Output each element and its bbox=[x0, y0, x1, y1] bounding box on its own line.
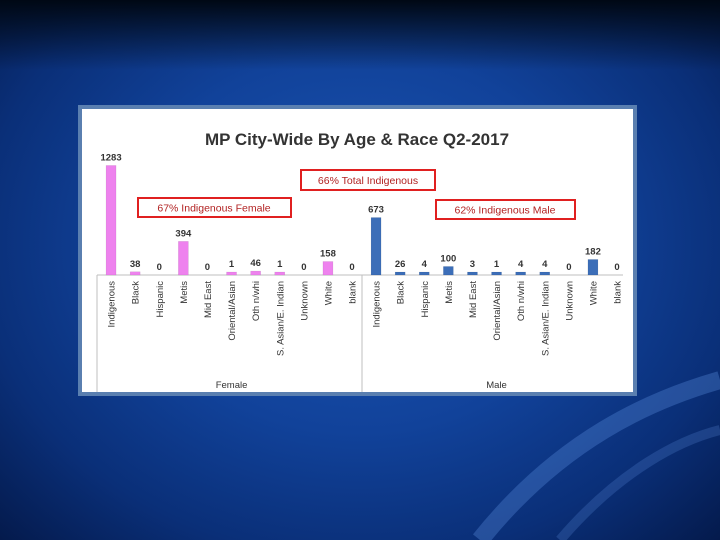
tick-label-male-white: White bbox=[588, 281, 599, 305]
data-label-female-white: 158 bbox=[320, 249, 336, 260]
data-label-female-mid-east: 0 bbox=[205, 262, 210, 273]
data-label-female-blank: 0 bbox=[349, 262, 354, 273]
bar-female-metis bbox=[178, 241, 189, 276]
data-label-female-oth-n-whi: 46 bbox=[250, 258, 261, 269]
data-label-male-metis: 100 bbox=[440, 253, 456, 264]
tick-label-female-blank: blank bbox=[348, 281, 359, 304]
bar-male-s-asian-e-indian bbox=[539, 271, 550, 276]
female-indigenous-label: 67% Indigenous Female bbox=[157, 203, 270, 215]
data-label-male-mid-east: 3 bbox=[470, 259, 475, 270]
data-label-male-s-asian-e-indian: 4 bbox=[542, 259, 548, 270]
tick-label-male-hispanic: Hispanic bbox=[420, 281, 431, 318]
bar-male-hispanic bbox=[419, 271, 430, 276]
bar-male-oriental-asian bbox=[491, 271, 502, 276]
slide-top-band bbox=[0, 0, 720, 70]
tick-label-male-mid-east: Mid East bbox=[468, 281, 479, 318]
data-label-male-black: 26 bbox=[395, 259, 406, 270]
tick-label-male-indigenous: Indigenous bbox=[372, 281, 383, 328]
bar-female-oriental-asian bbox=[226, 271, 237, 276]
tick-label-male-black: Black bbox=[396, 281, 407, 304]
data-label-male-oth-n-whi: 4 bbox=[518, 259, 524, 270]
total-indigenous-box bbox=[300, 169, 436, 191]
data-label-male-hispanic: 4 bbox=[422, 259, 428, 270]
tick-label-female-oth-n-whi: Oth n/whi bbox=[251, 281, 262, 321]
bar-male-metis bbox=[443, 266, 454, 276]
tick-label-female-black: Black bbox=[131, 281, 142, 304]
male-indigenous-label: 62% Indigenous Male bbox=[455, 205, 556, 217]
tick-label-male-blank: blank bbox=[613, 281, 624, 304]
tick-label-male-oth-n-whi: Oth n/whi bbox=[516, 281, 527, 321]
bar-female-indigenous bbox=[105, 165, 117, 276]
data-label-female-indigenous: 1283 bbox=[100, 152, 121, 163]
tick-label-male-metis: Metis bbox=[444, 281, 455, 304]
tick-label-male-s-asian-e-indian: S. Asian/E. Indian bbox=[540, 281, 551, 356]
tick-label-female-indigenous: Indigenous bbox=[107, 281, 118, 328]
data-label-male-indigenous: 673 bbox=[368, 205, 384, 216]
tick-label-male-unknown: Unknown bbox=[564, 281, 575, 321]
data-label-male-oriental-asian: 1 bbox=[494, 259, 500, 270]
data-label-female-hispanic: 0 bbox=[157, 262, 162, 273]
data-label-female-s-asian-e-indian: 1 bbox=[277, 259, 283, 270]
tick-label-female-mid-east: Mid East bbox=[203, 281, 214, 318]
data-label-female-metis: 394 bbox=[175, 228, 192, 239]
female-indigenous-box bbox=[137, 197, 292, 218]
group-label-male: Male bbox=[486, 380, 507, 391]
bar-male-oth-n-whi bbox=[515, 271, 526, 276]
data-label-male-unknown: 0 bbox=[566, 262, 571, 273]
bar-female-oth-n-whi bbox=[250, 270, 261, 276]
bar-male-white bbox=[587, 259, 599, 276]
tick-label-female-white: White bbox=[323, 281, 334, 305]
bar-female-s-asian-e-indian bbox=[274, 271, 285, 276]
bar-male-indigenous bbox=[370, 217, 382, 276]
total-indigenous-label: 66% Total Indigenous bbox=[318, 175, 418, 187]
chart-svg: MP City-Wide By Age & Race Q2-2017 1283 I… bbox=[96, 130, 624, 392]
male-indigenous-box bbox=[435, 199, 576, 220]
data-label-female-black: 38 bbox=[130, 259, 141, 270]
tick-label-female-s-asian-e-indian: S. Asian/E. Indian bbox=[275, 281, 286, 356]
data-label-male-white: 182 bbox=[585, 246, 601, 257]
data-label-female-oriental-asian: 1 bbox=[229, 259, 235, 270]
data-label-female-unknown: 0 bbox=[301, 262, 306, 273]
chart-title: MP City-Wide By Age & Race Q2-2017 bbox=[205, 130, 509, 149]
tick-label-male-oriental-asian: Oriental/Asian bbox=[492, 281, 503, 341]
bar-female-white bbox=[322, 261, 334, 276]
data-label-male-blank: 0 bbox=[614, 262, 619, 273]
group-label-female: Female bbox=[216, 380, 248, 391]
bar-male-black bbox=[394, 271, 406, 276]
tick-label-female-metis: Metis bbox=[179, 281, 190, 304]
bar-female-black bbox=[129, 271, 141, 276]
chart-frame: MP City-Wide By Age & Race Q2-2017 1283 I… bbox=[78, 105, 637, 396]
bar-male-mid-east bbox=[467, 271, 478, 276]
tick-label-female-hispanic: Hispanic bbox=[155, 281, 166, 318]
tick-label-female-unknown: Unknown bbox=[299, 281, 310, 321]
tick-label-female-oriental-asian: Oriental/Asian bbox=[227, 281, 238, 341]
